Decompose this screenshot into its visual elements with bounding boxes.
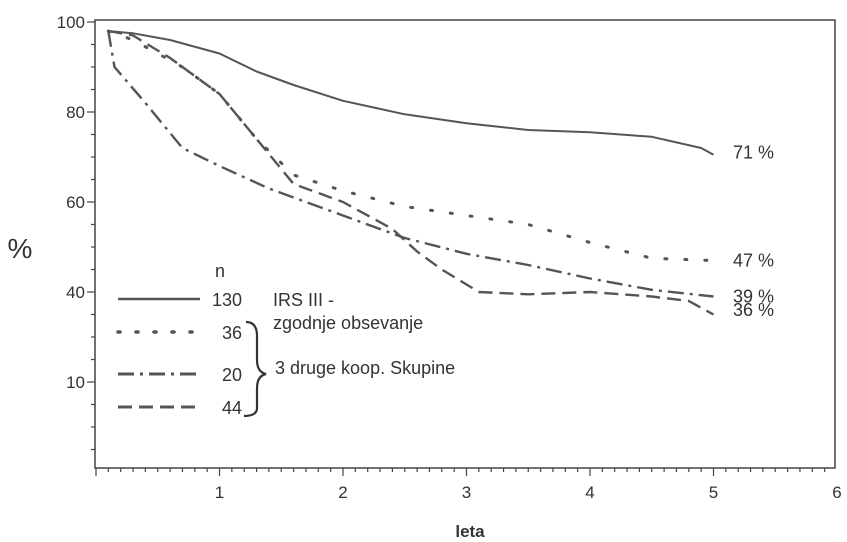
legend-header: n	[215, 261, 225, 281]
y-tick-label: 60	[66, 193, 85, 212]
y-tick-label: 10	[66, 373, 85, 392]
series-line-dashed	[108, 29, 715, 316]
x-tick-label: 5	[709, 483, 718, 502]
tick-labels: 1 2 3 4 5 6 100 80 60 40 10	[57, 13, 842, 502]
legend-group-sublabel: zgodnje obsevanje	[273, 313, 423, 333]
legend-bracket-label: 3 druge koop. Skupine	[275, 358, 455, 378]
plot-frame	[94, 19, 836, 469]
series-line-solid	[108, 30, 714, 156]
axis-ticks	[87, 21, 826, 476]
series-end-label: 71 %	[733, 143, 774, 163]
legend: n 130 36 20 44 IRS III - zgodnje obsevanje 3 dr…	[116, 261, 455, 418]
y-tick-label: 80	[66, 103, 85, 122]
x-tick-label: 6	[832, 483, 841, 502]
legend-n-value: 44	[222, 398, 242, 418]
x-tick-label: 2	[338, 483, 347, 502]
legend-group-label: IRS III -	[273, 290, 334, 310]
x-tick-label: 1	[215, 483, 224, 502]
x-axis-label: leta	[455, 522, 485, 541]
legend-brace	[243, 320, 267, 418]
series-end-label: 39 %	[733, 287, 774, 307]
legend-n-value: 20	[222, 365, 242, 385]
series-line-dashdot	[107, 30, 714, 298]
y-axis-label: %	[8, 233, 33, 264]
plot-border	[94, 19, 836, 469]
series-line-dotted	[106, 29, 715, 262]
series-end-label: 47 %	[733, 251, 774, 271]
y-tick-label: 40	[66, 283, 85, 302]
end-labels: 71 % 47 % 39 %36 %	[733, 143, 774, 321]
x-tick-label: 3	[462, 483, 471, 502]
legend-n-value: 130	[212, 290, 242, 310]
legend-n-value: 36	[222, 323, 242, 343]
x-tick-label: 4	[585, 483, 594, 502]
series-end-label: 36 %	[733, 300, 774, 320]
series-lines	[106, 29, 715, 316]
y-tick-label: 100	[57, 13, 85, 32]
